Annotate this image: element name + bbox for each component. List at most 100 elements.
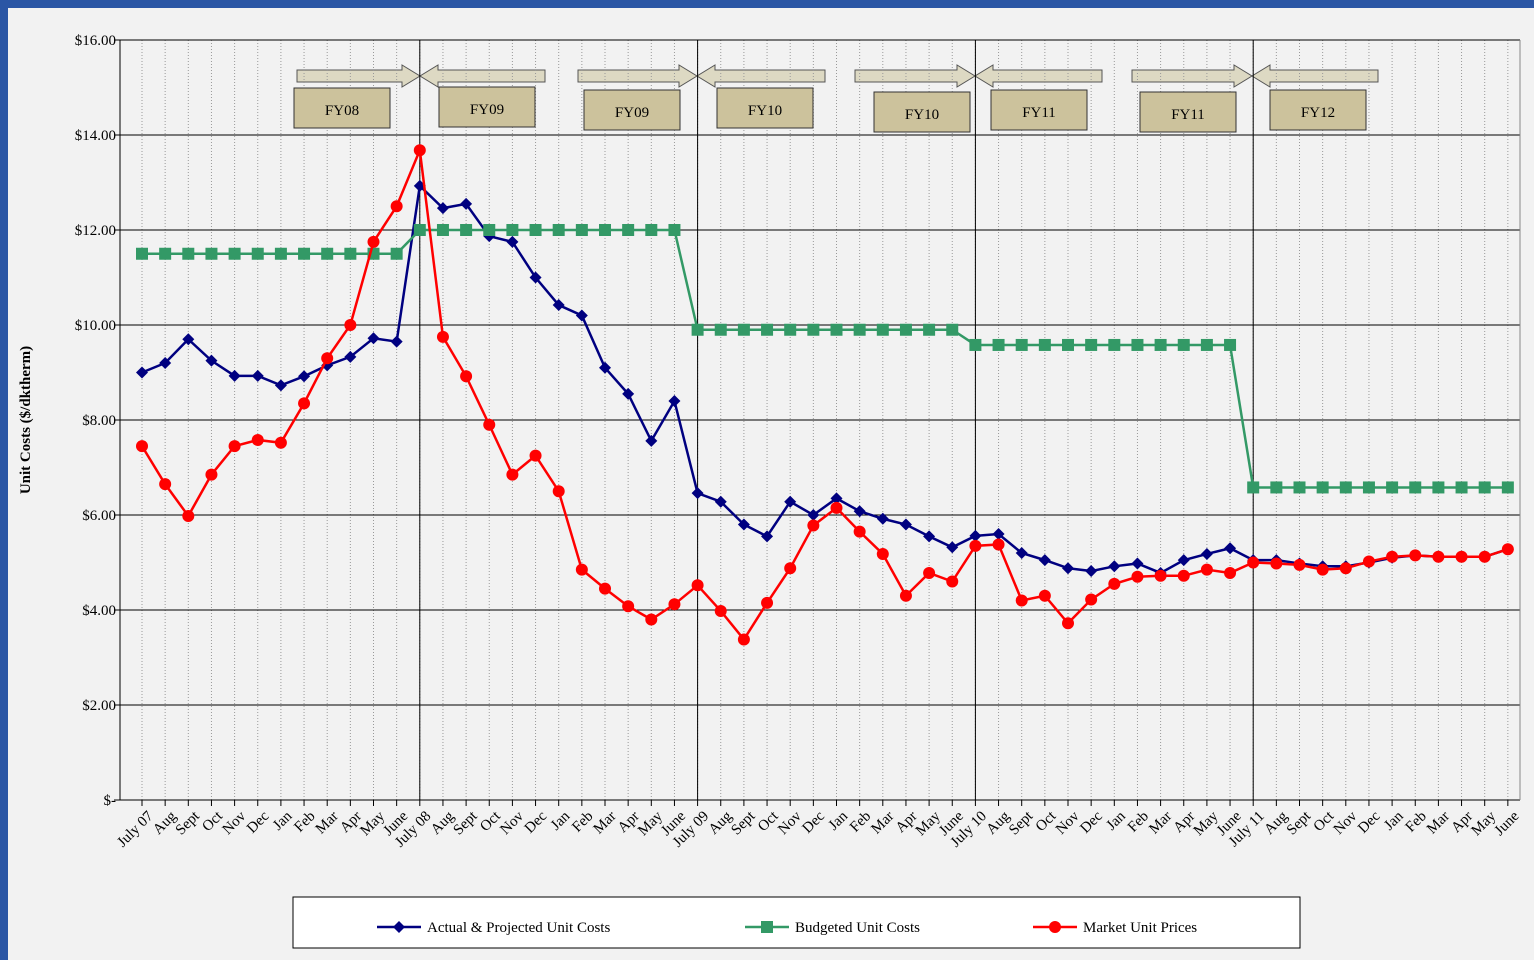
point [205,468,218,481]
fy-box [1269,89,1367,131]
fy-box [873,91,971,133]
point [367,235,380,248]
point [1131,557,1144,570]
point [529,449,542,462]
point [784,323,797,336]
point [1339,562,1352,575]
point [344,247,357,260]
point [899,518,912,531]
point [645,613,658,626]
point [1200,547,1213,560]
point [1177,569,1190,582]
point [668,395,681,407]
point [899,589,912,602]
point [1362,555,1375,568]
point [1177,554,1190,567]
fy-label: FY11 [1022,105,1056,121]
point [552,299,565,312]
point [1270,557,1283,570]
point [460,197,473,210]
y-tick-label: $8.00 [82,413,116,429]
point [182,333,195,346]
point [830,492,843,505]
fy-box [716,87,814,129]
point [1062,338,1074,351]
point [298,397,311,410]
point [436,202,449,215]
point [159,247,172,260]
point [1455,550,1468,563]
point [1455,481,1468,494]
point [599,361,611,374]
point [714,604,727,617]
point [1038,589,1051,602]
point [714,323,727,336]
fy-label: FY11 [1171,107,1205,123]
point [1478,550,1491,563]
point [1108,338,1121,351]
point [575,563,588,576]
point [992,538,1005,551]
point [1154,569,1167,582]
point [506,235,519,248]
fy-box [438,86,536,128]
point [645,434,658,447]
point [645,224,658,236]
point [136,366,148,379]
y-tick-label: $14.00 [75,128,116,144]
point [436,224,449,236]
y-tick-label: $16.00 [75,33,116,49]
series [136,144,1514,646]
point [367,332,380,345]
point [1501,543,1514,556]
point [923,566,936,579]
point [876,512,889,525]
point [413,224,426,236]
legend-marker [393,921,405,933]
point [274,379,287,392]
point [552,485,565,498]
point [761,323,774,336]
point [761,596,774,609]
point [1131,338,1144,351]
point [784,562,797,575]
point [1224,338,1237,351]
point [992,338,1005,351]
point [691,323,704,336]
point [321,352,334,365]
fy-label: FY08 [325,103,359,119]
point [1224,566,1237,579]
point [876,547,889,560]
y-tick-label: $4.00 [82,603,116,619]
point [344,350,357,363]
point [830,501,843,514]
point [552,224,565,236]
point [1224,542,1237,555]
point [274,247,287,260]
point [298,247,311,260]
point [390,247,403,260]
point [1062,562,1074,575]
point [575,309,588,322]
point [1085,593,1098,606]
point [1432,481,1445,494]
point [390,200,403,213]
point [1362,481,1375,494]
point [483,224,496,236]
point [274,436,287,449]
point [1432,550,1445,563]
point [807,323,820,336]
point [390,335,403,348]
point [1409,481,1422,494]
point [506,468,519,481]
point [1038,554,1051,567]
point [946,323,959,336]
point [228,440,241,453]
point [923,323,936,336]
y-tick-label: $- [104,793,117,809]
point [1270,481,1283,494]
point [853,323,866,336]
point [599,582,611,595]
legend-label: Market Unit Prices [1083,920,1197,936]
